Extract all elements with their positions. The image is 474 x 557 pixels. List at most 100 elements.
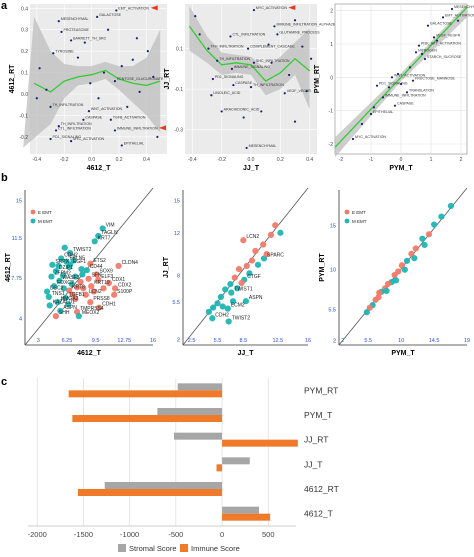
a2-point	[210, 94, 213, 97]
a2-x-tick-label: 0.0	[248, 157, 255, 163]
a2-x-tick-label: -0.2	[217, 157, 226, 163]
b1-m-emt-point	[60, 285, 67, 292]
a2-point	[252, 61, 256, 64]
b1-gene-label: HMGA2	[61, 296, 79, 302]
a2-point	[230, 67, 234, 70]
a3-point-label: TRANSLATION	[409, 88, 434, 92]
b1-gene-label: TAGLN	[101, 230, 118, 236]
a3-point	[387, 86, 391, 89]
b1-e-emt-point	[66, 287, 73, 294]
b1-gene-label: TWIST2	[73, 247, 92, 253]
b1-e-emt-point	[82, 291, 90, 298]
b2-e-emt-point	[267, 231, 275, 238]
b3-e-emt-point	[384, 280, 392, 287]
b1-gene-label: KRT19	[94, 280, 110, 286]
b2-m-emt-point	[228, 289, 235, 296]
a1-point	[60, 30, 63, 33]
b1-gene-label: LCN2	[89, 289, 102, 295]
b3-e-emt-point	[376, 289, 383, 296]
a3-point-label: EPITHELIAL	[373, 110, 393, 114]
b3-legend-label: E EMT	[352, 210, 366, 215]
b1-e-emt-point	[87, 260, 94, 267]
b1-gene-label: CDH2	[64, 252, 78, 258]
b2-y-axis-title: JJ_RT	[163, 256, 170, 278]
b2-m-emt-point	[246, 270, 253, 277]
a1-point	[138, 90, 141, 93]
b2-gene-label: TWIST2	[232, 315, 251, 321]
b1-x-tick-label: 16	[150, 338, 156, 344]
b1-m-emt-point	[99, 225, 106, 232]
a3-point-label: MYC_ACTIVATION	[355, 135, 386, 139]
b1-m-emt-point	[78, 266, 85, 273]
a3-y-tick-label: -2	[329, 142, 334, 148]
b1-gene-label: PRSS8	[93, 296, 110, 302]
b3-x-tick-label: 2	[341, 338, 344, 344]
b3-x-tick-label: 10	[398, 338, 404, 344]
b1-m-emt-point	[55, 262, 62, 269]
b1-e-emt-point	[111, 285, 119, 292]
c-legend-label-immune: Immune Score	[191, 544, 240, 553]
b1-gene-label: ASPN	[63, 305, 77, 311]
b2-m-emt-point	[225, 318, 232, 325]
b1-gene-label: DSC2	[50, 286, 64, 292]
b2-gene-label: TWIST1	[234, 287, 253, 293]
b3-m-emt-point	[411, 255, 418, 262]
a3-point-label: STARCH_SUCROSE	[427, 55, 462, 59]
a2-point-label: TH_INFILTRATION	[253, 83, 284, 87]
b1-gene-label: S100P	[117, 289, 133, 295]
a3-point	[408, 66, 412, 69]
a2-point-label: LINOLEIC_ACID	[213, 91, 240, 95]
b3-y-axis-title: PYM_RT	[319, 253, 326, 282]
a1-point	[102, 71, 106, 74]
a3-x-tick-label: 2	[460, 157, 463, 163]
b3-m-emt-point	[438, 213, 445, 220]
a2-point	[245, 146, 248, 150]
b1-gene-label: CLDN4	[122, 260, 139, 266]
a2-x-tick-label: -0.4	[188, 157, 197, 163]
a2-fit-line	[188, 25, 311, 82]
b2-y-tick-label: 12	[174, 231, 180, 237]
b2-y-tick-label: 15	[174, 199, 180, 205]
b1-e-emt-point	[96, 304, 103, 311]
a1-point	[89, 82, 92, 85]
a3-point-label: PI3K_AKT_ACTIVATION	[421, 42, 461, 46]
b3-y-tick-label: 10	[330, 268, 336, 274]
a3-point	[369, 112, 373, 116]
b2-e-emt-point	[272, 222, 279, 229]
b1-gene-label: TMPRSS4	[80, 306, 104, 312]
a3-point-label: EMT_ACTIVATION	[445, 13, 474, 17]
a1-point-label: WNT_ACTIVATION	[91, 107, 123, 111]
a2-y-tick-label: -0.1	[174, 87, 183, 93]
a1-y-tick-label: 0.3	[21, 28, 28, 34]
a3-point	[420, 52, 424, 56]
c-category-label: 4612_RT	[304, 484, 339, 494]
b1-gene-label: FBLN5	[69, 256, 85, 262]
b2-gene-label: LCN2	[246, 234, 259, 240]
b3-x-axis-title: PYM_T	[391, 350, 415, 357]
a1-point	[83, 41, 86, 44]
a2-point	[207, 47, 210, 50]
a1-point	[49, 105, 52, 108]
a1-point	[52, 52, 55, 55]
b2-gene-label: CDH2	[215, 312, 229, 318]
a1-point	[109, 118, 112, 121]
c-category-label: JJ_RT	[304, 435, 328, 445]
b1-m-emt-point	[49, 261, 56, 268]
b1-y-axis-title: 4612_RT	[5, 252, 12, 282]
a2-y-tick-label: 0.1	[176, 47, 183, 53]
a2-point	[310, 57, 313, 60]
a3-point	[393, 104, 397, 107]
b3-y-tick-label: 2	[333, 339, 336, 345]
a3-point-label: IMMUNE_INFILTRATION	[385, 93, 426, 97]
b2-y-tick-label: 5.5	[172, 300, 180, 306]
a3-point-label: NITROGEN	[418, 48, 437, 52]
b1-gene-label: CDX2	[118, 282, 132, 288]
a1-point	[113, 80, 117, 83]
a2-point-label: ARACHIDONIC_ACID	[224, 107, 260, 111]
a1-point-label: EPITHELIAL	[124, 141, 144, 145]
b3-x-tick-label: 19	[464, 338, 470, 344]
a2-x-tick-label: 0.2	[277, 157, 284, 163]
a3-point-label: MESENCHYMAL	[454, 5, 474, 9]
c-legend-label-stromal: Stromal Score	[129, 544, 177, 553]
a1-y-axis-title: 4612_RT	[9, 64, 16, 94]
